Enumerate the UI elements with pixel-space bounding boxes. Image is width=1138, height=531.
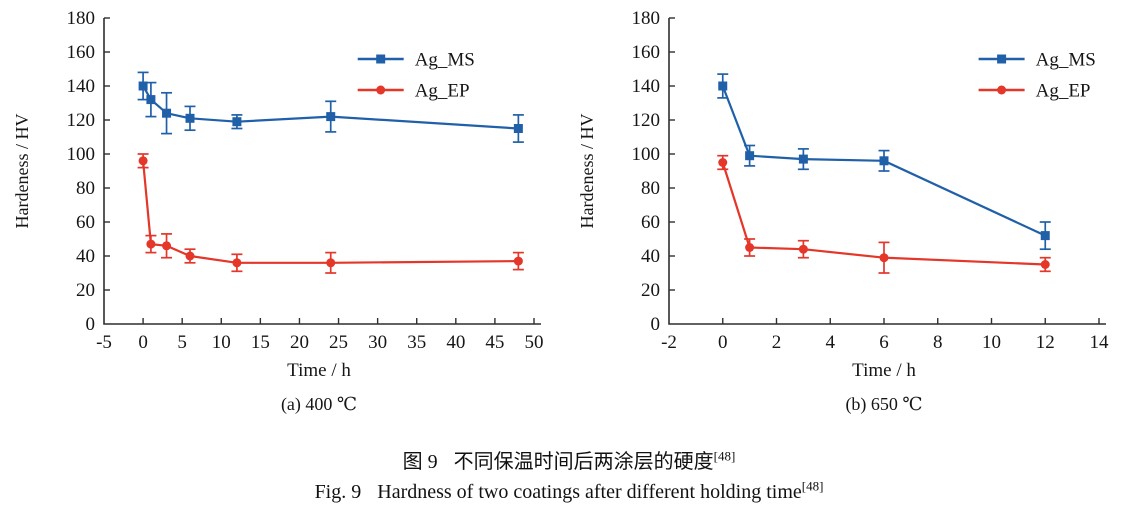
data-point (513, 256, 523, 266)
x-tick-label: 50 (525, 332, 544, 353)
data-point (879, 253, 889, 263)
caption-zh-text: 不同保温时间后两涂层的硬度 (453, 451, 714, 473)
x-tick-label: 15 (251, 332, 270, 353)
data-point (146, 239, 156, 249)
data-point (745, 151, 755, 161)
data-point (185, 251, 195, 261)
data-point (185, 113, 195, 123)
data-point (162, 108, 172, 118)
data-point (718, 81, 728, 91)
subplot-label: (b) 650 ℃ (845, 394, 922, 415)
x-tick-label: 25 (329, 332, 348, 353)
citation-ref-zh: [48] (713, 448, 736, 464)
x-tick-label: 0 (138, 332, 148, 353)
x-tick-label: 12 (1036, 332, 1055, 353)
data-point (326, 258, 336, 268)
data-point (232, 258, 242, 268)
x-tick-label: 0 (718, 332, 728, 353)
x-tick-label: 40 (446, 332, 465, 353)
data-point (1040, 260, 1050, 269)
charts-row: 0 20 40 60 80 100 120 140 160 180 -5 0 5 10 15 20 25 30 35… (12, 8, 1110, 415)
series-line (141, 160, 519, 264)
x-tick-label: -2 (661, 332, 677, 353)
caption-zh-label: 图 9 (402, 451, 438, 473)
y-tick-label: 60 (641, 212, 660, 233)
y-tick-label: 80 (641, 178, 660, 199)
data-point (138, 156, 148, 166)
data-point (879, 156, 889, 166)
y-tick-label: 80 (76, 178, 95, 199)
caption-en: Fig. 9 Hardness of two coatings after dif… (0, 478, 1138, 504)
x-tick-label: 10 (212, 332, 231, 353)
data-point (326, 112, 336, 122)
x-tick-label: 8 (933, 332, 943, 353)
data-point (232, 117, 242, 127)
y-tick-label: 20 (641, 280, 660, 301)
y-tick-label: 40 (641, 246, 660, 267)
data-point (745, 243, 755, 252)
data-point (146, 95, 156, 105)
x-tick-label: 6 (879, 332, 889, 353)
legend-label: Ag_MS (415, 50, 475, 71)
x-tick-label: 14 (1090, 332, 1110, 353)
y-tick-label: 100 (632, 144, 661, 165)
citation-ref-en: [48] (801, 478, 824, 494)
x-axis-title: Time / h (852, 360, 916, 381)
x-tick-label: 10 (982, 332, 1001, 353)
x-tick-label: -5 (96, 332, 112, 353)
x-tick-label: 2 (772, 332, 782, 353)
data-point (513, 124, 523, 133)
y-tick-label: 40 (76, 246, 95, 267)
y-axis-title: Hardeness / HV (12, 114, 32, 229)
axes (103, 18, 541, 325)
y-tick-label: 120 (67, 110, 96, 131)
y-tick-label: 100 (67, 144, 96, 165)
y-tick-label: 160 (67, 42, 96, 63)
y-tick-label: 140 (67, 76, 96, 97)
legend-label: Ag_EP (415, 81, 470, 102)
x-tick-label: 4 (826, 332, 836, 353)
y-tick-label: 20 (76, 280, 95, 301)
legend-marker (376, 85, 386, 95)
x-tick-label: 5 (177, 332, 187, 353)
data-point (718, 158, 728, 167)
legend-marker (376, 54, 386, 64)
data-point (1040, 231, 1050, 241)
y-tick-label: 180 (632, 8, 661, 29)
y-tick-label: 160 (632, 42, 661, 63)
legend-marker (997, 85, 1007, 95)
x-tick-label: 30 (368, 332, 387, 353)
data-point (138, 81, 148, 91)
legend-marker (997, 54, 1007, 64)
data-point (162, 241, 172, 251)
y-axis-title: Hardeness / HV (577, 114, 597, 229)
legend-label: Ag_MS (1036, 50, 1096, 71)
y-tick-label: 180 (67, 8, 96, 29)
y-tick-label: 140 (632, 76, 661, 97)
legend-label: Ag_EP (1036, 81, 1091, 102)
data-point (798, 244, 808, 254)
data-point (798, 154, 808, 164)
x-tick-label: 35 (407, 332, 426, 353)
x-tick-label: 20 (290, 332, 309, 353)
caption-en-text: Hardness of two coatings after different… (377, 481, 802, 503)
y-tick-label: 60 (76, 212, 95, 233)
x-tick-label: 45 (485, 332, 504, 353)
y-tick-label: 0 (86, 314, 96, 335)
y-tick-label: 120 (632, 110, 661, 131)
x-axis-title: Time / h (287, 360, 351, 381)
caption-zh: 图 9 不同保温时间后两涂层的硬度[48] (0, 445, 1138, 474)
caption-en-label: Fig. 9 (314, 481, 362, 503)
subplot-label: (a) 400 ℃ (281, 394, 357, 415)
y-tick-label: 0 (651, 314, 661, 335)
